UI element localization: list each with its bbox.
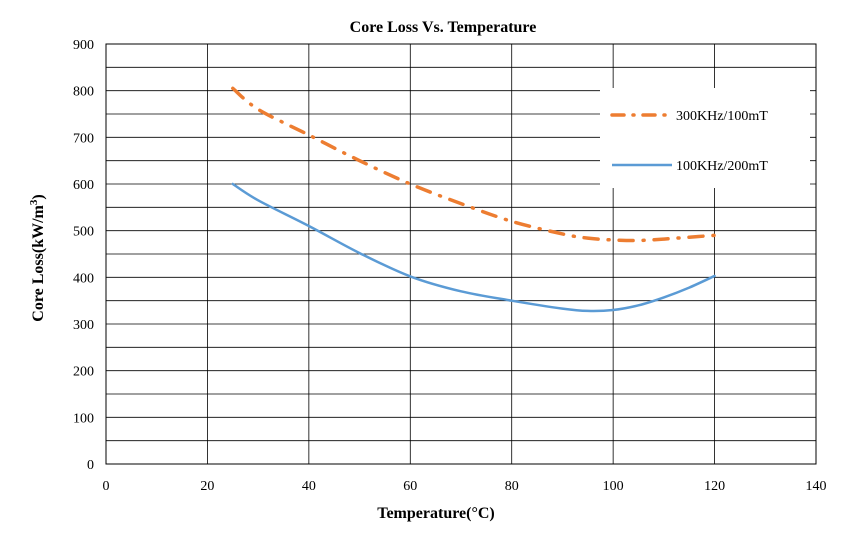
- y-tick-label: 500: [73, 225, 94, 240]
- legend: 300KHz/100mT 100KHz/200mT: [600, 88, 810, 188]
- y-axis-title-main: Core Loss(kW/m: [30, 204, 47, 321]
- y-tick-label: 100: [73, 411, 94, 426]
- legend-label-series-1: 300KHz/100mT: [676, 109, 768, 124]
- series-line-2: [231, 182, 716, 313]
- y-axis-title-superscript: 3: [28, 199, 40, 205]
- x-tick-label: 80: [505, 479, 519, 494]
- y-tick-label: 900: [73, 38, 94, 53]
- y-axis-title: Core Loss(kW/m3): [28, 194, 47, 321]
- data-series: [231, 86, 717, 313]
- x-tick-label: 20: [200, 479, 214, 494]
- series-line-1: [231, 86, 717, 243]
- legend-background: [600, 88, 810, 188]
- y-tick-label: 700: [73, 131, 94, 146]
- y-tick-label: 800: [73, 85, 94, 100]
- y-tick-label: 600: [73, 178, 94, 193]
- x-tick-label: 40: [302, 479, 316, 494]
- x-axis-title: Temperature(°C): [377, 505, 494, 522]
- y-axis-title-suffix: ): [30, 194, 47, 199]
- legend-label-series-2: 100KHz/200mT: [676, 159, 768, 174]
- x-tick-label: 120: [704, 479, 725, 494]
- x-tick-label: 60: [403, 479, 417, 494]
- y-tick-label: 0: [87, 458, 94, 473]
- x-tick-label: 140: [806, 479, 827, 494]
- chart-title: Core Loss Vs. Temperature: [350, 19, 537, 36]
- axis-ticks: 0 100 200 300 400 500 600 700 800 900 0 20 40 60 80 100…: [73, 38, 827, 494]
- y-tick-label: 200: [73, 365, 94, 380]
- plot-border: [105, 43, 817, 465]
- x-tick-label: 0: [103, 479, 110, 494]
- y-tick-label: 300: [73, 318, 94, 333]
- x-tick-label: 100: [603, 479, 624, 494]
- y-tick-label: 400: [73, 271, 94, 286]
